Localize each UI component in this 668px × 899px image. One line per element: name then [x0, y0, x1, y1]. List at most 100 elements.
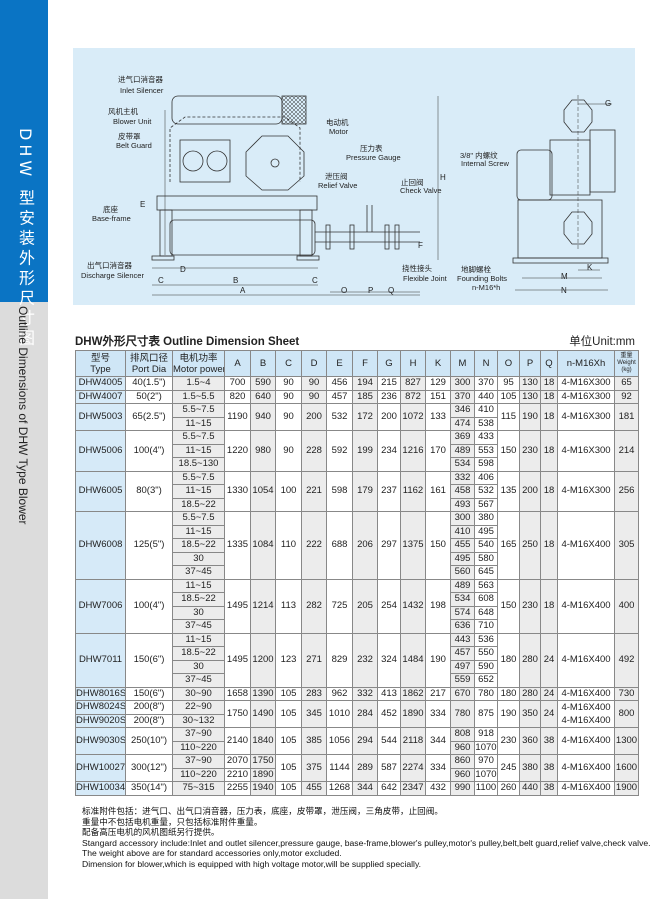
table-cell: 105 [275, 700, 302, 728]
table-cell: 1216 [400, 430, 426, 472]
motor-side-shape [516, 149, 553, 201]
table-cell: 590 [250, 376, 276, 391]
motor-power-cell: 30 [172, 605, 225, 620]
table-cell: 346 [450, 403, 475, 418]
table-row: DHW6008 125(5") 5.5~7.5 1335 1084 110 222 688 20… [75, 511, 639, 580]
motor-power-cell: 11~15 [172, 484, 225, 499]
table-cell: 700 [224, 376, 251, 391]
table-cell: 960 [450, 767, 475, 782]
column-header-line: D [310, 358, 318, 369]
table-cell: 413 [377, 686, 401, 701]
table-cell: 780 [474, 686, 498, 701]
table-cell: 256 [614, 470, 639, 512]
table-cell: 1490 [250, 700, 276, 728]
table-cell: 536 [474, 632, 498, 647]
table-cell: 827 [400, 376, 426, 391]
column-header-line: n-M16Xh [566, 358, 606, 369]
table-cell: 1056 [326, 727, 353, 755]
table-cell: 90 [301, 389, 327, 404]
motor-power-cell: 11~15 [172, 416, 225, 431]
table-cell: 280 [519, 632, 541, 688]
table-cell: 990 [450, 781, 475, 796]
model-cell: DHW6005 [75, 470, 126, 512]
table-cell: 2140 [224, 727, 251, 755]
label-relief-valve-cn: 泄压阀 [325, 171, 348, 181]
table-cell: 250 [519, 511, 541, 580]
table-cell: 90 [275, 389, 302, 404]
sidebar-title-cn: DHW 型安装外形尺寸图 [16, 128, 35, 350]
table-cell: 1144 [326, 754, 353, 782]
front-view [151, 95, 439, 296]
table-cell: 440 [519, 781, 541, 796]
motor-power-cell: 18.5~22 [172, 538, 225, 553]
table-cell: 150(6") [125, 632, 173, 688]
table-cell: 1070 [474, 740, 498, 755]
table-cell: 918 [474, 727, 498, 742]
motor-power-cell: 1.5~4 [172, 376, 225, 391]
motor-power-cell: 110~220 [172, 740, 225, 755]
table-cell: 1214 [250, 578, 276, 634]
table-cell: 199 [352, 430, 378, 472]
table-row: 18.5~22 455 540 [76, 538, 639, 553]
blower-side-casing-shape [549, 139, 591, 196]
table-cell: 1268 [326, 781, 353, 796]
column-header-line: E [336, 358, 343, 369]
table-cell: 1750 [224, 700, 251, 728]
table-cell: 180 [497, 686, 520, 701]
table-cell: 344 [425, 727, 451, 755]
dim-o: O [341, 286, 347, 295]
table-cell: 105 [275, 686, 302, 701]
table-cell: 24 [540, 632, 558, 688]
table-cell: 80(3") [125, 470, 173, 512]
table-cell: 280 [519, 686, 541, 701]
table-cell: 4-M16X400 [557, 781, 615, 796]
motor-power-cell: 5.5~7.5 [172, 403, 225, 418]
table-cell: 334 [425, 700, 451, 728]
table-cell: 1658 [224, 686, 251, 701]
table-cell: 221 [301, 470, 327, 512]
table-cell: 217 [425, 686, 451, 701]
table-cell: 540 [474, 538, 498, 553]
table-cell: 1432 [400, 578, 426, 634]
base-frame-shape [156, 195, 318, 211]
table-cell: 4-M16X400 [557, 632, 615, 688]
table-cell: 332 [352, 686, 378, 701]
sidebar-title-band [0, 0, 48, 302]
table-cell: 432 [425, 781, 451, 796]
table-cell: 1072 [400, 403, 426, 431]
column-header: 重量 Weight (kg) [614, 350, 639, 377]
table-cell: 105 [497, 389, 520, 404]
sheet-title: DHW外形尺寸表 Outline Dimension Sheet [75, 336, 300, 348]
table-cell: 640 [250, 389, 276, 404]
table-cell: 230 [519, 578, 541, 634]
column-header-line: 电机功率 [179, 352, 218, 364]
table-cell: 214 [614, 430, 639, 472]
table-cell: 380 [519, 754, 541, 782]
outline-dimension-table: 型号 Type 排风口径 Port Dia 电机功率 Motor power A B C D E F G… [75, 350, 639, 796]
column-header: Q [540, 350, 558, 377]
table-cell: 1890 [400, 700, 426, 728]
table-row: 18.5~22 534 608 [76, 592, 639, 607]
table-row: DHW5006 100(4") 5.5~7.5 1220 980 90 228 592 199 2… [75, 430, 639, 472]
table-cell: 237 [377, 470, 401, 512]
column-header: M [450, 350, 475, 377]
table-cell: 294 [352, 727, 378, 755]
table-cell: 18 [540, 430, 558, 472]
motor-power-cell: 37~45 [172, 673, 225, 688]
table-row: DHW4007 50(2") 1.5~5.5 820 640 90 90 457 185 236 8… [75, 389, 639, 404]
table-cell: 688 [326, 511, 353, 580]
table-cell: 1070 [474, 767, 498, 782]
dim-c-right: C [312, 276, 318, 285]
column-header: K [425, 350, 451, 377]
table-header-row: 型号 Type 排风口径 Port Dia 电机功率 Motor power A B C D E F G… [75, 350, 639, 377]
table-cell: 205 [352, 578, 378, 634]
table-cell: 1200 [250, 632, 276, 688]
column-header-line: G [385, 358, 393, 369]
table-cell: 232 [352, 632, 378, 688]
table-cell: 1862 [400, 686, 426, 701]
table-cell: 860 [450, 754, 475, 769]
table-cell: 1495 [224, 578, 251, 634]
column-header-line: H [409, 358, 417, 369]
dim-k: K [587, 263, 593, 272]
table-cell: 474 [450, 416, 475, 431]
